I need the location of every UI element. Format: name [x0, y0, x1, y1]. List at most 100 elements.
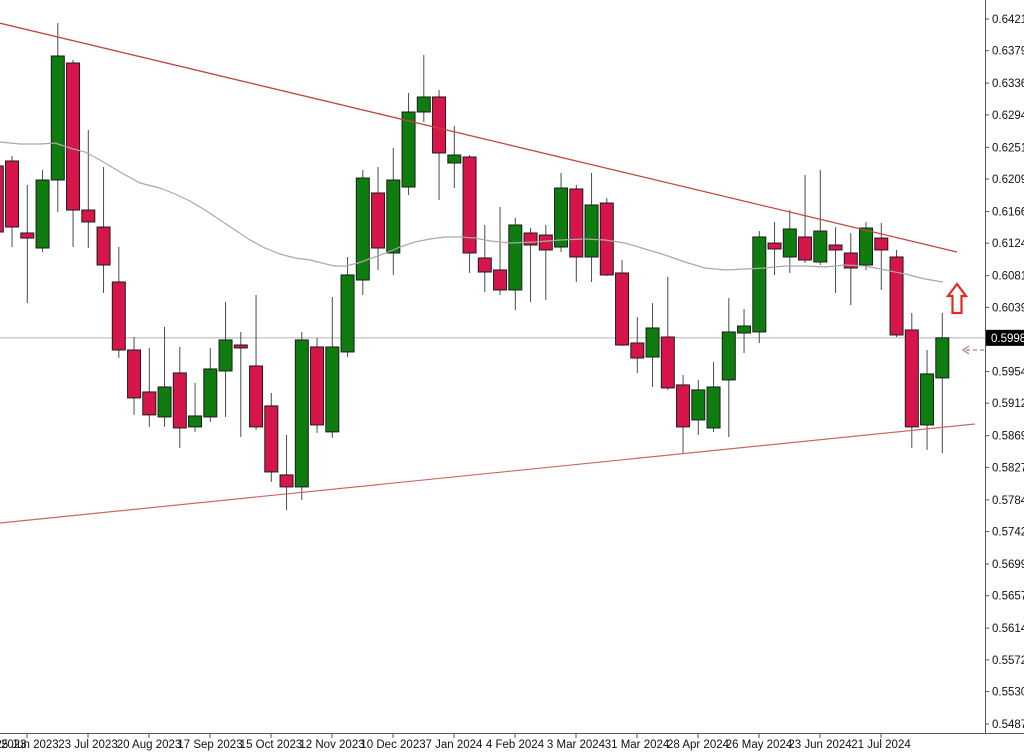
- dashed-arrow-head-icon: [961, 345, 970, 355]
- candlestick-down: [523, 232, 538, 246]
- candlestick-down: [904, 329, 919, 428]
- candlestick-up: [447, 154, 462, 164]
- candlestick-down: [0, 165, 4, 233]
- time-axis-edge-label: 2023: [1, 739, 27, 751]
- ascending-support-trendline[interactable]: [0, 423, 976, 524]
- candlestick-down: [249, 365, 264, 428]
- candlestick-up: [706, 386, 721, 429]
- candlestick-down: [630, 342, 645, 359]
- time-axis-label: 28 Apr 2024: [667, 739, 730, 751]
- current-price-label: 0.59986: [991, 333, 1024, 345]
- candlestick-up: [340, 274, 355, 353]
- candlestick-up: [721, 331, 736, 381]
- candlestick-up: [386, 179, 401, 254]
- candlestick-down: [477, 257, 492, 273]
- candlestick-up: [782, 228, 797, 258]
- candlestick-down: [142, 391, 157, 416]
- time-axis-label: 3 Mar 2024: [547, 739, 606, 751]
- candlestick-down: [615, 272, 630, 346]
- candlestick-down: [493, 269, 508, 291]
- candlestick-up: [691, 389, 706, 421]
- candlestick-up: [355, 177, 370, 281]
- candlestick-down: [599, 202, 614, 276]
- candlestick-down: [874, 237, 889, 251]
- candlestick-up: [508, 224, 523, 291]
- candlestick-down: [843, 252, 858, 269]
- candlestick-down: [538, 234, 553, 251]
- candlestick-down: [81, 209, 96, 223]
- time-axis-label: 26 May 2024: [726, 739, 793, 751]
- up-arrow-annotation[interactable]: [945, 282, 969, 315]
- candlestick-down: [264, 405, 279, 473]
- time-axis-label: 17 Sep 2023: [177, 739, 242, 751]
- candlestick-down: [660, 336, 675, 389]
- time-axis-label: 23 Jun 2024: [788, 739, 852, 751]
- moving-average-line: [0, 141, 944, 283]
- candlestick-up: [554, 187, 569, 248]
- candlestick-up: [325, 346, 340, 433]
- candlestick-down: [767, 242, 782, 250]
- candlestick-down: [462, 156, 477, 254]
- candlestick-up: [401, 111, 416, 188]
- candlestick-down: [96, 226, 111, 266]
- candlestick-up: [188, 415, 203, 428]
- time-axis-label: 15 Oct 2023: [240, 739, 303, 751]
- candlestick-down: [279, 474, 294, 488]
- candlestick-down: [676, 384, 691, 428]
- candlestick-up: [935, 337, 950, 379]
- candlestick-down: [111, 281, 126, 351]
- time-axis-label: 25 Jun 2023: [0, 739, 59, 751]
- candlestick-up: [50, 55, 65, 181]
- time-axis-label: 20 Aug 2023: [117, 739, 182, 751]
- time-axis-label: 31 Mar 2024: [605, 739, 670, 751]
- candlestick-up: [218, 339, 233, 372]
- candlestick-up: [35, 179, 50, 249]
- candlestick-down: [5, 160, 20, 228]
- descending-resistance-trendline[interactable]: [0, 22, 958, 253]
- candlestick-down: [20, 232, 35, 239]
- candlestick-up: [737, 325, 752, 334]
- candlestick-down: [569, 188, 584, 258]
- candlestick-down: [66, 62, 81, 211]
- candlestick-down: [310, 346, 325, 426]
- current-price-box: [986, 329, 1024, 346]
- candlestick-down: [889, 256, 904, 336]
- candlestick-up: [157, 386, 172, 418]
- candlestick-up: [859, 227, 874, 266]
- candlestick-up: [645, 327, 660, 358]
- candlestick-up: [813, 230, 828, 263]
- time-axis-label: 4 Feb 2024: [486, 739, 545, 751]
- candlestick-down: [432, 96, 447, 154]
- candlestick-down: [233, 344, 248, 349]
- candlestick-down: [828, 244, 843, 251]
- candlestick-down: [798, 236, 813, 261]
- time-axis-label: 21 Jul 2024: [851, 739, 911, 751]
- candlestick-down: [371, 192, 386, 249]
- candlestick-up: [203, 368, 218, 418]
- time-axis-label: 12 Nov 2023: [299, 739, 364, 751]
